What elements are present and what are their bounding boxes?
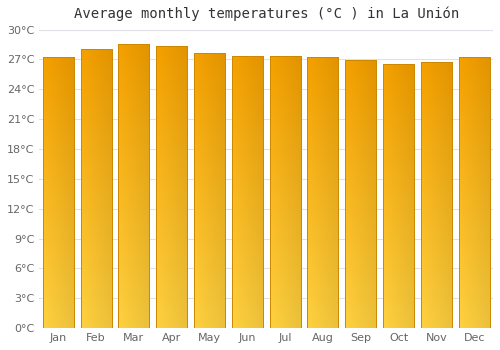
Bar: [270, 56, 300, 328]
Bar: [194, 54, 225, 328]
Bar: [80, 49, 112, 328]
Bar: [345, 61, 376, 328]
Bar: [156, 47, 187, 328]
Bar: [42, 57, 74, 328]
Bar: [421, 62, 452, 328]
Bar: [118, 44, 150, 328]
Title: Average monthly temperatures (°C ) in La Unión: Average monthly temperatures (°C ) in La…: [74, 7, 459, 21]
Bar: [383, 64, 414, 328]
Bar: [458, 57, 490, 328]
Bar: [232, 56, 263, 328]
Bar: [308, 57, 338, 328]
